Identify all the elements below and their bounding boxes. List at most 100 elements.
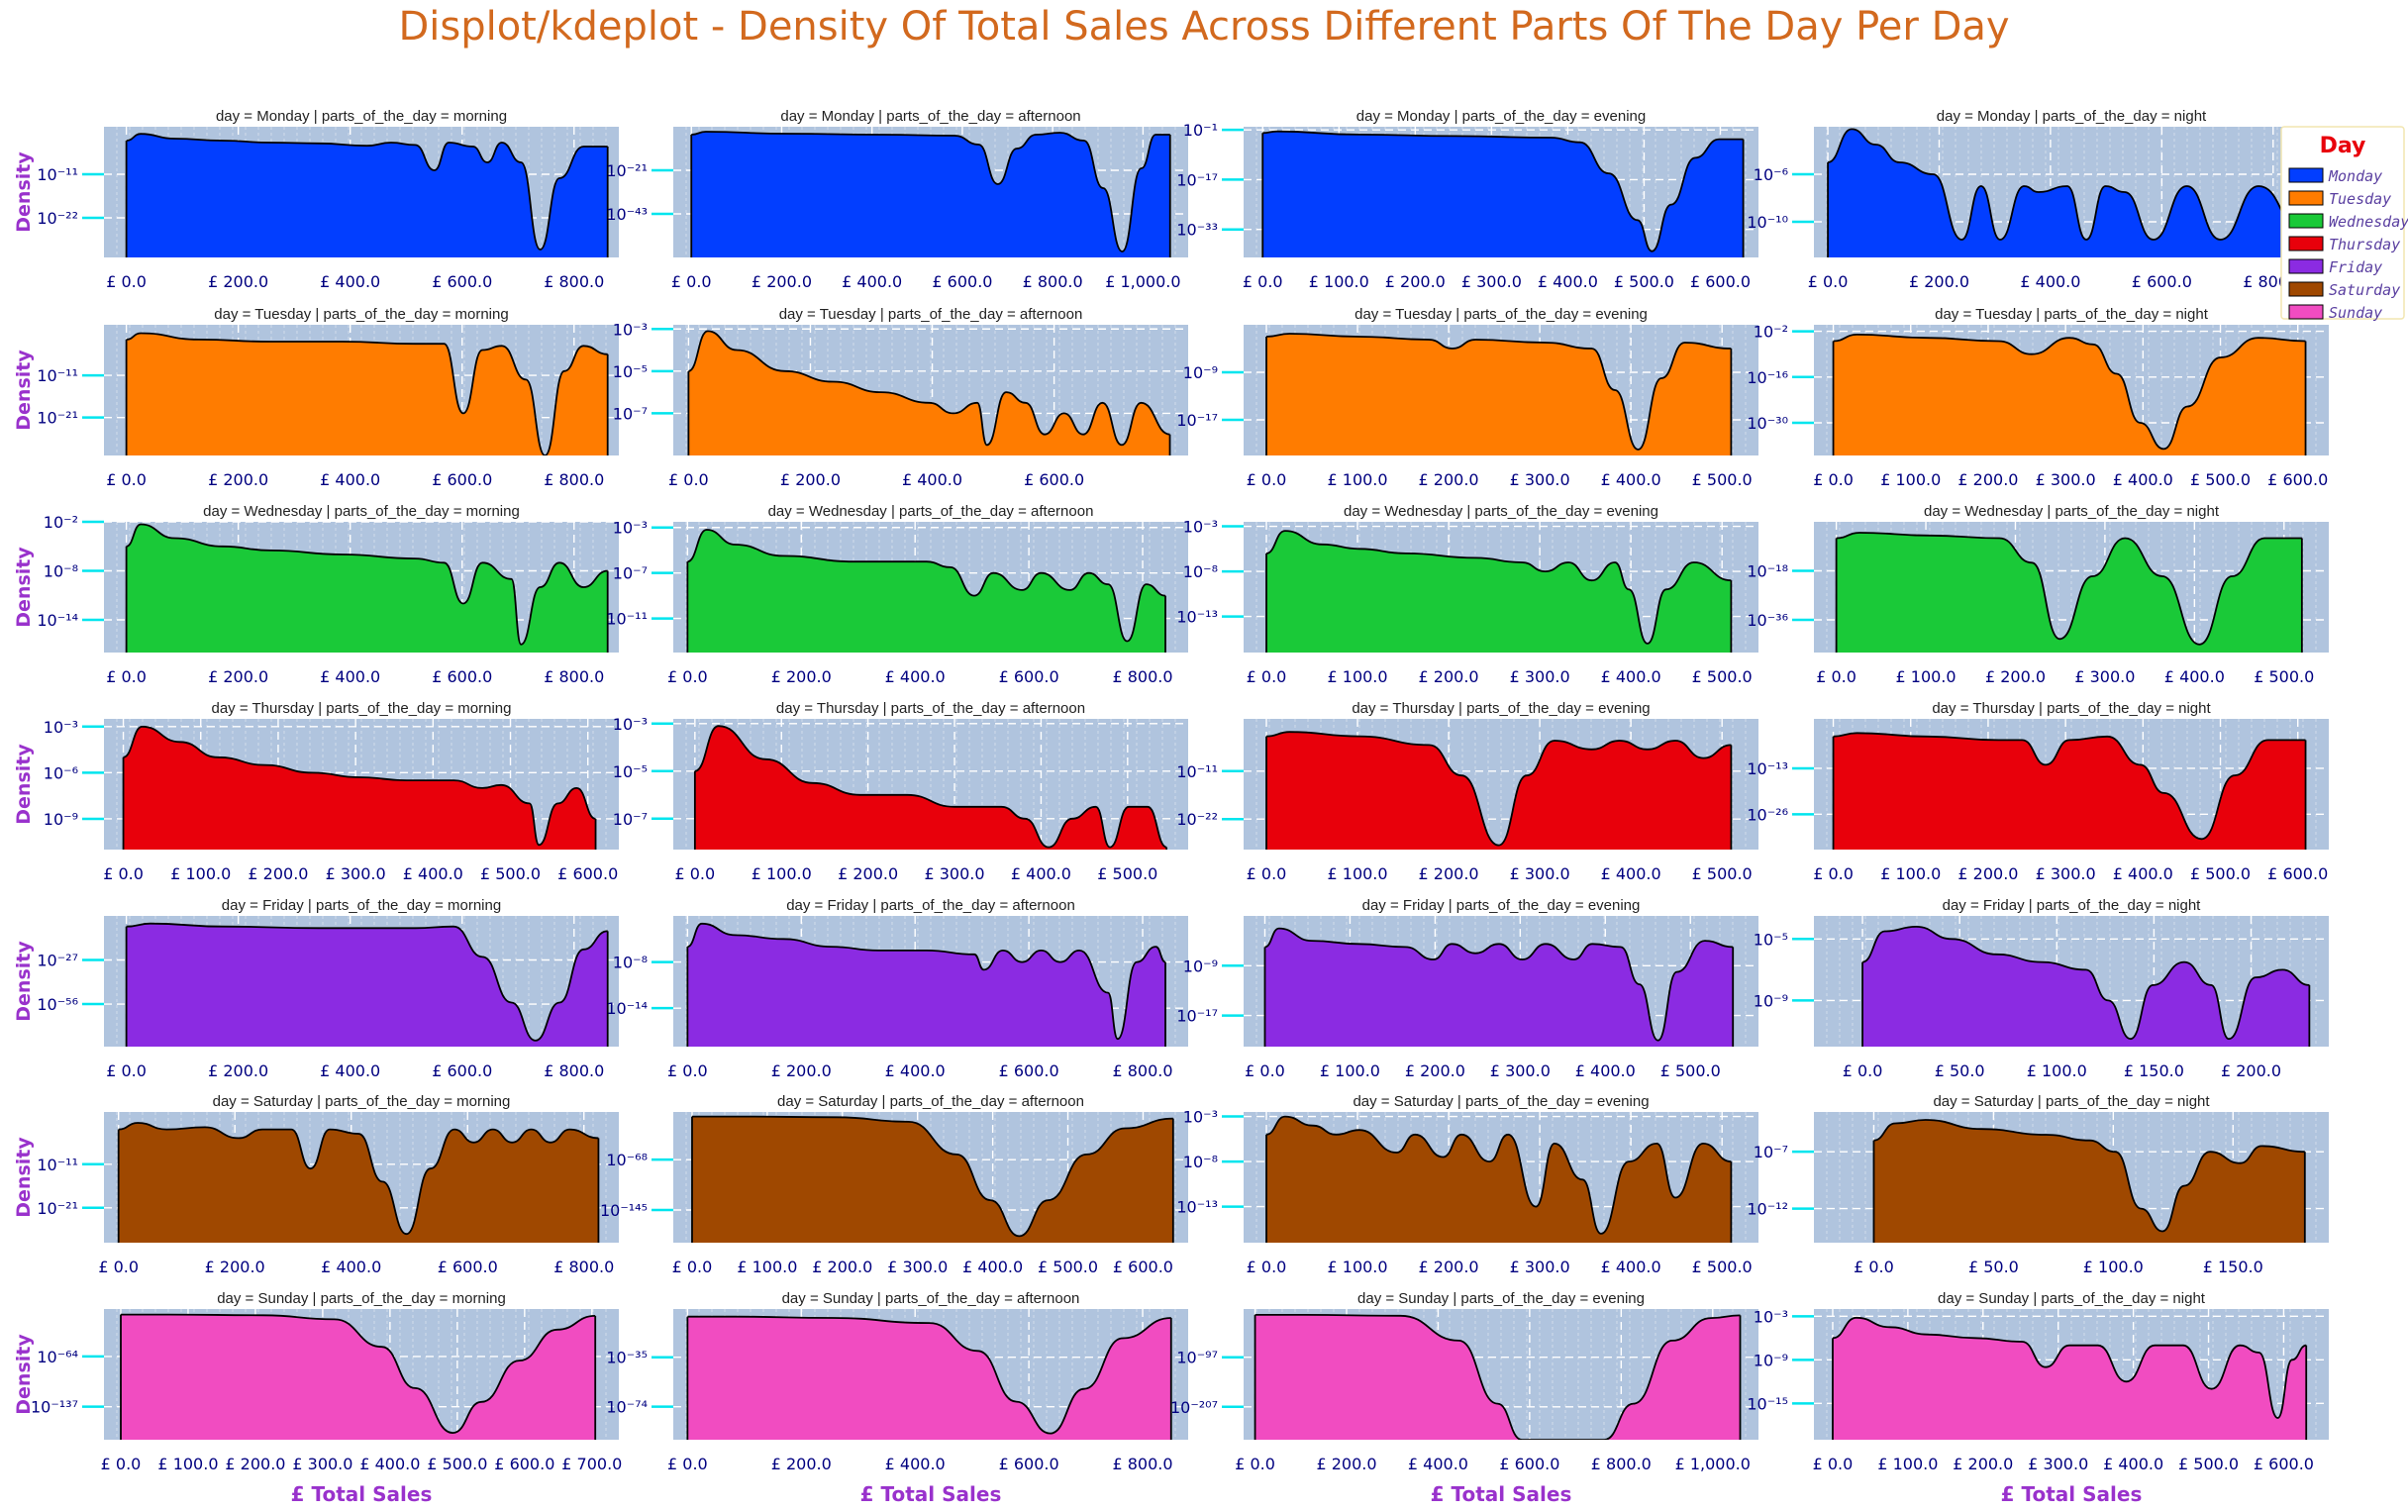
x-tick-label: £ 300.0: [1510, 470, 1570, 489]
x-tick-label: £ 400.0: [320, 667, 380, 686]
y-tick-label: 10⁻¹³⁷: [31, 1398, 78, 1417]
facet-panel: day = Saturday | parts_of_the_day = morn…: [13, 1093, 619, 1276]
density-area: [1262, 131, 1744, 257]
x-tick-label: £ 0.0: [1813, 864, 1854, 883]
x-tick-label: £ 100.0: [752, 864, 812, 883]
y-tick-label: 10⁻¹⁷: [1176, 1007, 1218, 1026]
facet-title: day = Thursday | parts_of_the_day = even…: [1352, 700, 1650, 717]
facet-title: day = Tuesday | parts_of_the_day = after…: [779, 306, 1083, 323]
x-tick-label: £ 600.0: [932, 272, 992, 291]
legend-swatch: [2288, 258, 2324, 274]
x-tick-label: £ 0.0: [106, 272, 147, 291]
facet-panel: day = Friday | parts_of_the_day = night 1…: [1754, 897, 2329, 1080]
facet-panel: day = Monday | parts_of_the_day = night 1…: [1747, 108, 2329, 291]
x-tick-label: £ 200.0: [208, 1061, 268, 1080]
y-tick-label: 10⁻³³: [1176, 221, 1218, 240]
x-tick-label: £ 300.0: [1510, 667, 1570, 686]
x-tick-label: £ 400.0: [1601, 470, 1661, 489]
legend-swatch: [2288, 304, 2324, 320]
x-tick-label: £ 0.0: [667, 667, 708, 686]
x-axis-label: £ Total Sales: [1431, 1482, 1572, 1506]
x-tick-label: £ 500.0: [2190, 864, 2251, 883]
y-tick-label: 10⁻¹³: [1176, 608, 1218, 627]
x-tick-label: £ 200.0: [248, 864, 308, 883]
x-tick-label: £ 600.0: [2267, 864, 2328, 883]
y-axis-label: Density: [13, 1334, 35, 1415]
x-tick-label: £ 600.0: [1113, 1258, 1173, 1276]
x-axis-label: £ Total Sales: [2001, 1482, 2143, 1506]
x-axis-label: £ Total Sales: [860, 1482, 1002, 1506]
y-tick-label: 10⁻⁵: [613, 762, 648, 781]
legend-item-label: Wednesday: [2329, 213, 2408, 231]
facet-title: day = Thursday | parts_of_the_day = nigh…: [1932, 700, 2211, 717]
x-tick-label: £ 200.0: [2221, 1061, 2281, 1080]
y-tick-label: 10⁻¹³: [1747, 759, 1788, 778]
density-line: [1265, 530, 1732, 645]
facet-panel: day = Thursday | parts_of_the_day = even…: [1176, 700, 1758, 883]
x-tick-label: £ 200.0: [208, 470, 268, 489]
x-tick-label: £ 700.0: [561, 1455, 622, 1473]
x-tick-label: £ 400.0: [403, 864, 463, 883]
y-tick-label: 10⁻⁹: [1183, 957, 1218, 975]
y-tick-label: 10⁻⁷⁴: [606, 1398, 648, 1417]
y-tick-label: 10⁻²: [44, 513, 78, 532]
x-tick-label: £ 500.0: [1692, 667, 1753, 686]
density-line: [687, 330, 1170, 447]
facet-panel: day = Sunday | parts_of_the_day = night 1…: [1747, 1290, 2329, 1506]
legend-item-label: Monday: [2328, 167, 2382, 185]
density-line: [691, 131, 1170, 252]
y-tick-label: 10⁻³: [44, 718, 78, 737]
density-area: [1266, 531, 1732, 653]
y-tick-label: 10⁻¹²: [1747, 1200, 1788, 1219]
y-tick-label: 10⁻³: [1754, 1307, 1788, 1326]
y-tick-label: 10⁻²¹: [37, 409, 78, 428]
y-tick-label: 10⁻¹⁰: [1747, 213, 1788, 232]
x-tick-label: £ 300.0: [1461, 272, 1522, 291]
density-line: [126, 133, 608, 251]
facet-panel: day = Saturday | parts_of_the_day = even…: [1176, 1093, 1758, 1276]
x-tick-label: £ 600.0: [2254, 1455, 2314, 1473]
x-tick-label: £ 200.0: [1957, 864, 2018, 883]
x-tick-label: £ 50.0: [1935, 1061, 1985, 1080]
density-area: [118, 1123, 599, 1243]
x-tick-label: £ 800.0: [1023, 272, 1083, 291]
x-tick-label: £ 200.0: [1316, 1455, 1376, 1473]
x-tick-label: £ 500.0: [2254, 667, 2314, 686]
x-tick-label: £ 400.0: [1601, 1258, 1661, 1276]
density-area: [1833, 334, 2306, 455]
facet-panel: day = Tuesday | parts_of_the_day = after…: [613, 306, 1188, 489]
facet-panel: day = Wednesday | parts_of_the_day = nig…: [1747, 503, 2329, 686]
y-tick-label: 10⁻²¹: [606, 161, 648, 180]
facet-panel: day = Friday | parts_of_the_day = aftern…: [606, 897, 1188, 1080]
x-tick-label: £ 500.0: [1097, 864, 1157, 883]
y-tick-label: 10⁻⁹: [1183, 363, 1218, 382]
x-tick-label: £ 0.0: [101, 1455, 142, 1473]
legend-item-label: Tuesday: [2329, 190, 2391, 208]
x-tick-label: £ 300.0: [326, 864, 386, 883]
y-tick-label: 10⁻²²: [37, 209, 78, 228]
x-tick-label: £ 200.0: [752, 272, 812, 291]
x-tick-label: £ 100.0: [1328, 864, 1388, 883]
x-tick-label: £ 300.0: [2028, 1455, 2088, 1473]
x-axis-label: £ Total Sales: [291, 1482, 433, 1506]
x-tick-label: £ 1,000.0: [1675, 1455, 1751, 1473]
y-tick-label: 10⁻⁵: [1754, 930, 1788, 949]
x-tick-label: £ 400.0: [962, 1258, 1023, 1276]
facet-title: day = Saturday | parts_of_the_day = even…: [1353, 1093, 1649, 1110]
x-tick-label: £ 600.0: [1024, 470, 1084, 489]
x-tick-label: £ 100.0: [2027, 1061, 2087, 1080]
x-tick-label: £ 500.0: [1660, 1061, 1721, 1080]
facet-title: day = Wednesday | parts_of_the_day = eve…: [1344, 503, 1658, 520]
y-tick-label: 10⁻¹¹: [37, 366, 78, 385]
x-tick-label: £ 0.0: [106, 470, 147, 489]
facet-title: day = Tuesday | parts_of_the_day = night: [1935, 306, 2209, 323]
y-tick-label: 10⁻³⁵: [606, 1349, 648, 1367]
facet-title: day = Wednesday | parts_of_the_day = nig…: [1924, 503, 2220, 520]
density-area: [1873, 1120, 2305, 1243]
x-tick-label: £ 600.0: [432, 1061, 492, 1080]
density-area: [694, 726, 1167, 850]
legend-item-label: Saturday: [2329, 281, 2400, 299]
x-tick-label: £ 200.0: [208, 272, 268, 291]
x-tick-label: £ 100.0: [737, 1258, 797, 1276]
